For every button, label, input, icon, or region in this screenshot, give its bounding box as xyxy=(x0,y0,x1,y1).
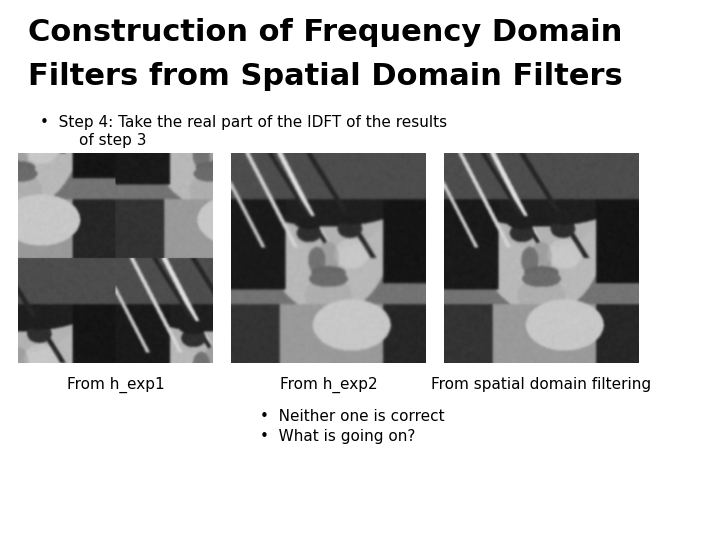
Text: •  Step 4: Take the real part of the IDFT of the results: • Step 4: Take the real part of the IDFT… xyxy=(40,115,447,130)
Text: Construction of Frequency Domain: Construction of Frequency Domain xyxy=(28,18,622,47)
Text: From spatial domain filtering: From spatial domain filtering xyxy=(431,377,652,392)
Text: of step 3: of step 3 xyxy=(40,133,146,148)
Text: •  Neither one is correct: • Neither one is correct xyxy=(260,409,445,424)
Text: From h_exp2: From h_exp2 xyxy=(279,377,377,393)
Text: From h_exp1: From h_exp1 xyxy=(67,377,164,393)
Text: •  What is going on?: • What is going on? xyxy=(260,429,415,444)
Text: Filters from Spatial Domain Filters: Filters from Spatial Domain Filters xyxy=(28,62,623,91)
